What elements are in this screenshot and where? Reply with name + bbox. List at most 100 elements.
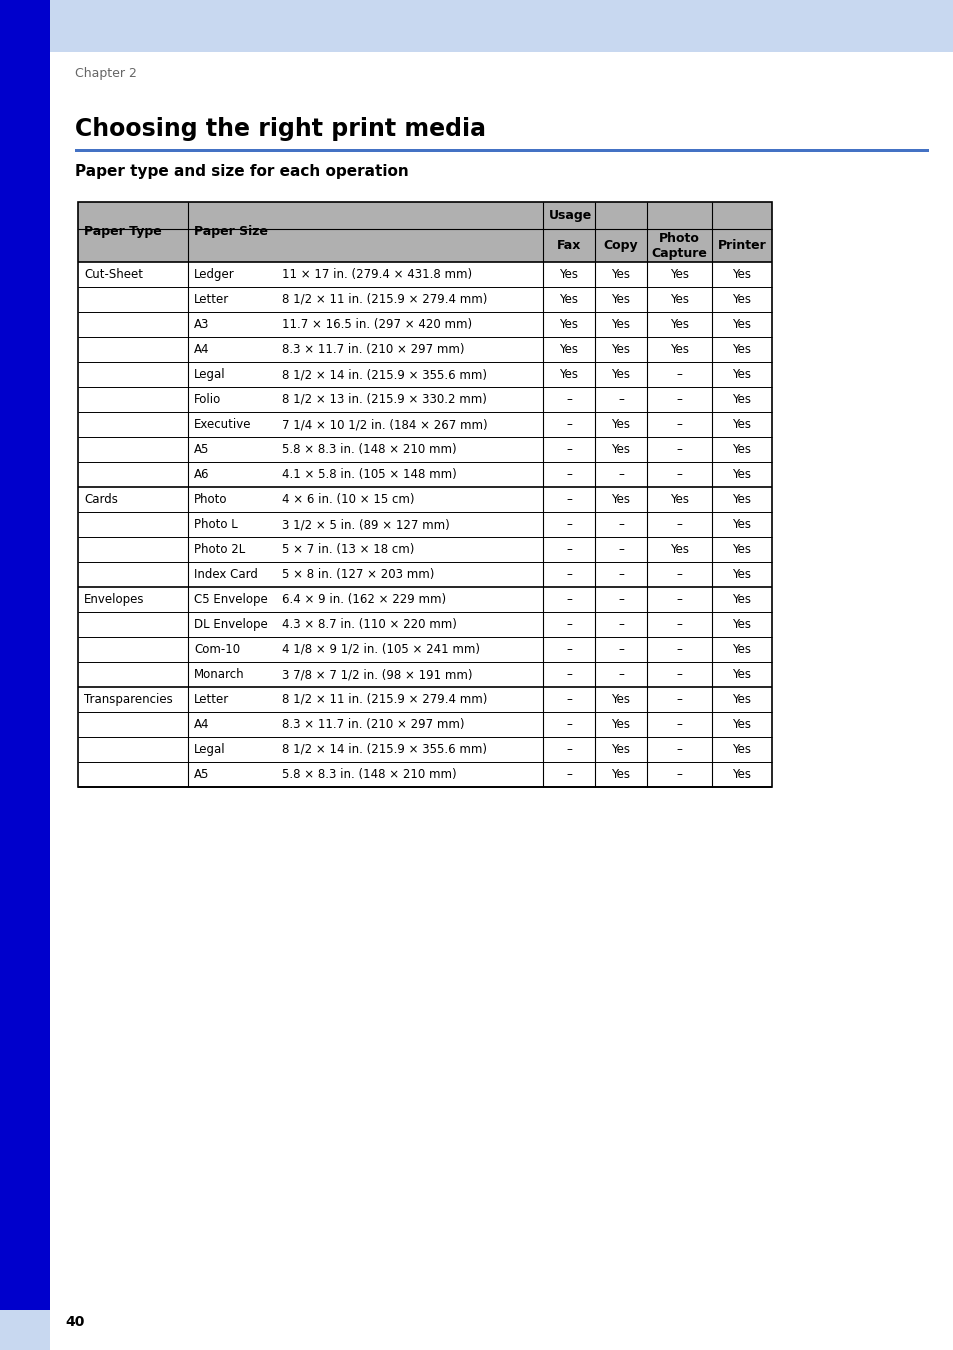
Text: –: – [676, 693, 681, 706]
Text: Yes: Yes [669, 319, 688, 331]
Text: A5: A5 [193, 768, 209, 782]
Text: Copy: Copy [603, 239, 638, 252]
Text: Yes: Yes [732, 369, 751, 381]
Text: –: – [565, 743, 572, 756]
Text: –: – [565, 668, 572, 680]
Text: Yes: Yes [611, 693, 630, 706]
Text: 8.3 × 11.7 in. (210 × 297 mm): 8.3 × 11.7 in. (210 × 297 mm) [282, 343, 464, 356]
Text: Yes: Yes [732, 643, 751, 656]
Text: Chapter 2: Chapter 2 [75, 68, 136, 81]
Bar [78, 338, 771, 362]
Text: Yes: Yes [611, 369, 630, 381]
Text: Yes: Yes [611, 418, 630, 431]
Text: Yes: Yes [558, 293, 578, 306]
Bar [78, 202, 771, 787]
Text: Yes: Yes [611, 293, 630, 306]
Text: Yes: Yes [732, 418, 751, 431]
Text: –: – [618, 643, 623, 656]
Bar [78, 711, 771, 737]
Text: –: – [618, 593, 623, 606]
Text: 4.1 × 5.8 in. (105 × 148 mm): 4.1 × 5.8 in. (105 × 148 mm) [282, 468, 456, 481]
Text: C5 Envelope: C5 Envelope [193, 593, 268, 606]
Text: 8 1/2 × 11 in. (215.9 × 279.4 mm): 8 1/2 × 11 in. (215.9 × 279.4 mm) [282, 293, 487, 306]
Text: –: – [565, 443, 572, 456]
Text: Yes: Yes [669, 493, 688, 506]
Text: 11.7 × 16.5 in. (297 × 420 mm): 11.7 × 16.5 in. (297 × 420 mm) [282, 319, 472, 331]
Text: Yes: Yes [558, 319, 578, 331]
Bar [78, 462, 771, 487]
Text: Yes: Yes [732, 518, 751, 531]
Text: Choosing the right print media: Choosing the right print media [75, 117, 485, 140]
Bar [78, 737, 771, 761]
Text: Index Card: Index Card [193, 568, 257, 580]
Bar [78, 230, 771, 262]
Bar [0, 1310, 50, 1350]
Text: –: – [676, 768, 681, 782]
Text: –: – [676, 568, 681, 580]
Text: –: – [676, 743, 681, 756]
Text: Yes: Yes [732, 718, 751, 730]
Text: –: – [618, 393, 623, 406]
Text: Yes: Yes [611, 319, 630, 331]
Bar [78, 587, 771, 612]
Text: Yes: Yes [669, 269, 688, 281]
Text: Yes: Yes [669, 343, 688, 356]
Text: –: – [676, 718, 681, 730]
Bar [78, 637, 771, 662]
Bar [78, 412, 771, 437]
Bar [78, 312, 771, 338]
Bar [78, 662, 771, 687]
Text: Yes: Yes [732, 393, 751, 406]
Text: Yes: Yes [611, 343, 630, 356]
Text: Yes: Yes [732, 493, 751, 506]
Text: Letter: Letter [193, 293, 229, 306]
Text: –: – [565, 693, 572, 706]
Bar [78, 537, 771, 562]
Text: Letter: Letter [193, 693, 229, 706]
Text: Usage: Usage [548, 209, 592, 221]
Text: 4 1/8 × 9 1/2 in. (105 × 241 mm): 4 1/8 × 9 1/2 in. (105 × 241 mm) [282, 643, 479, 656]
Text: 5 × 8 in. (127 × 203 mm): 5 × 8 in. (127 × 203 mm) [282, 568, 434, 580]
Bar [78, 761, 771, 787]
Text: –: – [565, 718, 572, 730]
Bar [78, 687, 771, 711]
Text: Yes: Yes [732, 269, 751, 281]
Text: –: – [676, 369, 681, 381]
Text: –: – [676, 643, 681, 656]
Text: Yes: Yes [732, 693, 751, 706]
Text: Monarch: Monarch [193, 668, 244, 680]
Text: –: – [676, 618, 681, 630]
Text: –: – [618, 468, 623, 481]
Text: Yes: Yes [611, 493, 630, 506]
Text: A4: A4 [193, 343, 210, 356]
Text: –: – [565, 393, 572, 406]
Text: Paper Type: Paper Type [84, 225, 162, 239]
Text: Yes: Yes [732, 319, 751, 331]
Text: 6.4 × 9 in. (162 × 229 mm): 6.4 × 9 in. (162 × 229 mm) [282, 593, 446, 606]
Text: Yes: Yes [732, 543, 751, 556]
Text: –: – [618, 543, 623, 556]
Bar [78, 387, 771, 412]
Text: 5.8 × 8.3 in. (148 × 210 mm): 5.8 × 8.3 in. (148 × 210 mm) [282, 768, 456, 782]
Text: Photo 2L: Photo 2L [193, 543, 245, 556]
Bar [75, 148, 928, 151]
Text: Yes: Yes [611, 743, 630, 756]
Text: 8 1/2 × 14 in. (215.9 × 355.6 mm): 8 1/2 × 14 in. (215.9 × 355.6 mm) [282, 743, 486, 756]
Text: A3: A3 [193, 319, 209, 331]
Text: Yes: Yes [558, 269, 578, 281]
Bar [78, 262, 771, 288]
Text: –: – [676, 518, 681, 531]
Text: Yes: Yes [732, 468, 751, 481]
Text: –: – [618, 618, 623, 630]
Text: Paper Size: Paper Size [193, 225, 268, 239]
Bar [78, 437, 771, 462]
Text: Legal: Legal [193, 369, 226, 381]
Text: Yes: Yes [732, 768, 751, 782]
Text: –: – [676, 468, 681, 481]
Text: Legal: Legal [193, 743, 226, 756]
Text: –: – [565, 593, 572, 606]
Text: 4 × 6 in. (10 × 15 cm): 4 × 6 in. (10 × 15 cm) [282, 493, 414, 506]
Text: –: – [676, 393, 681, 406]
Text: Yes: Yes [732, 343, 751, 356]
Text: –: – [676, 668, 681, 680]
